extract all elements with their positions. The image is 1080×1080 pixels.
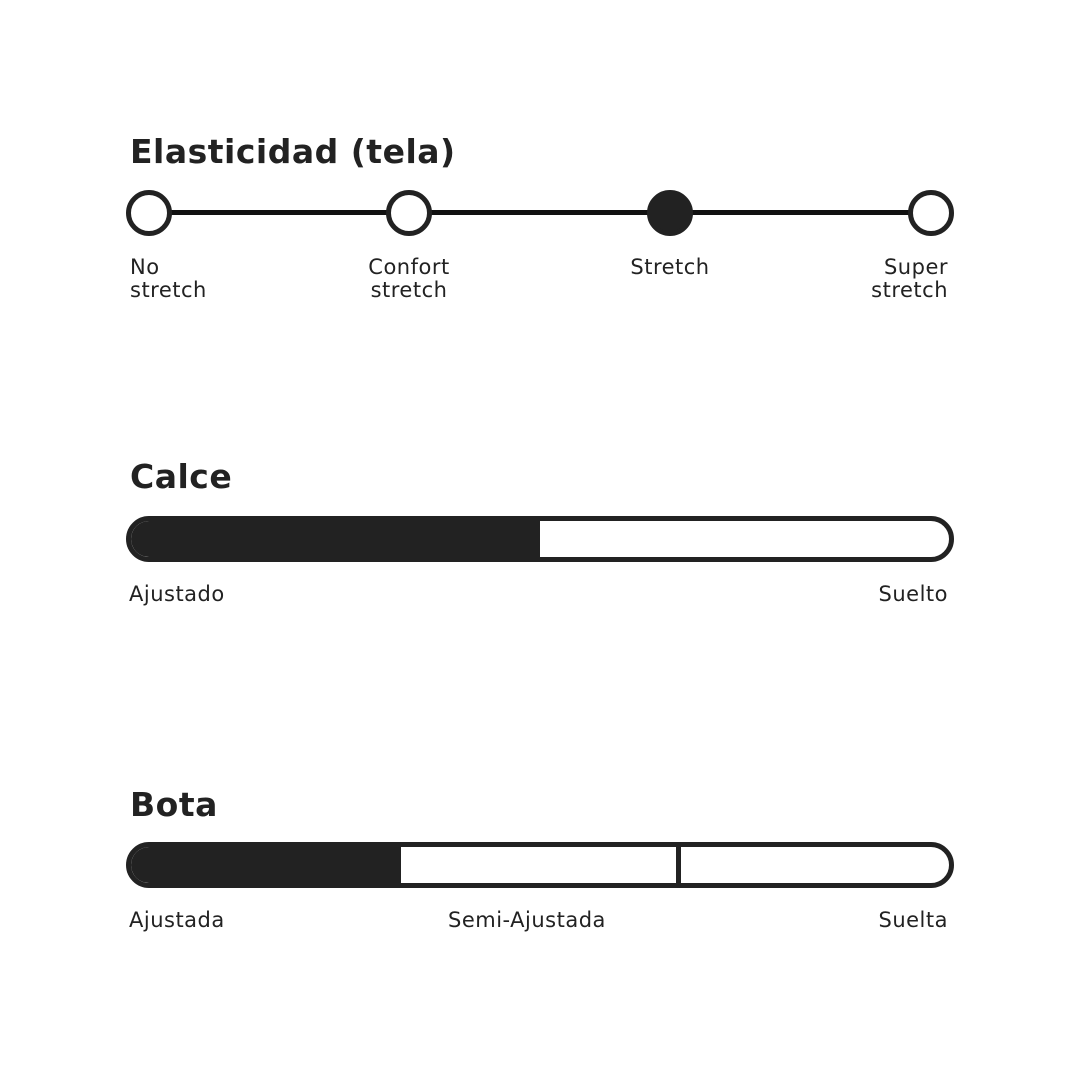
elasticity-option-1 <box>386 190 432 236</box>
leg-label-0: Ajustada <box>129 908 225 932</box>
elasticity-option-0 <box>126 190 172 236</box>
elasticity-option-2 <box>647 190 693 236</box>
elasticity-label-1: Confort stretch <box>368 255 450 302</box>
elasticity-label-2: Stretch <box>630 255 710 279</box>
fit-min-label: Ajustado <box>129 582 225 606</box>
fit-bar <box>126 516 954 562</box>
leg-title: Bota <box>130 785 218 824</box>
leg-bar-divider <box>676 847 682 883</box>
fit-title: Calce <box>130 457 233 496</box>
leg-bar <box>126 842 954 888</box>
elasticity-label-0: No stretch <box>130 255 207 302</box>
fit-bar-fill <box>131 521 540 557</box>
elasticity-label-3: Super stretch <box>871 255 948 302</box>
elasticity-option-3 <box>908 190 954 236</box>
fit-max-label: Suelto <box>878 582 948 606</box>
leg-label-1: Semi-Ajustada <box>448 908 606 932</box>
leg-bar-fill <box>131 847 401 883</box>
elasticity-title: Elasticidad (tela) <box>130 132 456 171</box>
elasticity-track <box>149 210 931 215</box>
leg-label-2: Suelta <box>878 908 948 932</box>
